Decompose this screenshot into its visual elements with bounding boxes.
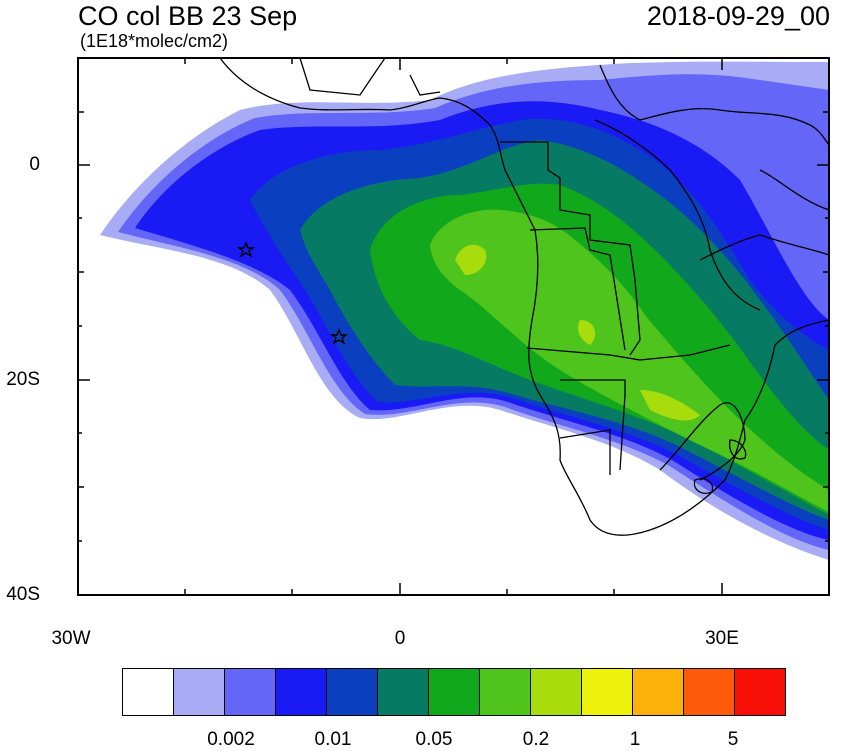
colorbar-label-1: 1 — [629, 729, 641, 750]
lat-label-0: 0 — [29, 154, 40, 175]
colorbar-box-3 — [276, 669, 327, 715]
lon-label-30e: 30E — [705, 628, 739, 649]
colorbar-label-0002: 0.002 — [207, 729, 255, 750]
datetime-label: 2018-09-29_00 — [646, 1, 830, 31]
colorbar-box-1 — [174, 669, 225, 715]
colorbar-box-12 — [735, 669, 785, 715]
plume-level-7 — [430, 209, 829, 512]
colorbar-box-10 — [633, 669, 684, 715]
coastlines — [219, 58, 829, 536]
lon-label-30w: 30W — [51, 628, 91, 649]
lon-label-0: 0 — [394, 628, 406, 649]
colorbar-box-5 — [378, 669, 429, 715]
title: CO col BB 23 Sep — [78, 1, 298, 31]
lat-label-20s: 20S — [6, 369, 40, 390]
colorbar-box-11 — [684, 669, 735, 715]
star-marker-1 — [236, 241, 256, 258]
colorbar-box-9 — [582, 669, 633, 715]
units-label: (1E18*molec/cm2) — [80, 31, 229, 51]
colorbar-box-6 — [429, 669, 480, 715]
plume-level-8 — [455, 244, 700, 421]
star-marker-2 — [329, 328, 349, 345]
colorbar-box-4 — [327, 669, 378, 715]
colorbar-label-5: 5 — [727, 729, 739, 750]
colorbar — [122, 668, 786, 716]
colorbar-box-7 — [480, 669, 531, 715]
colorbar-box-0 — [123, 669, 174, 715]
colorbar-label-02: 0.2 — [522, 729, 550, 750]
tick-marks — [78, 58, 829, 595]
colorbar-box-2 — [225, 669, 276, 715]
lat-label-40s: 40S — [6, 584, 40, 605]
colorbar-box-8 — [531, 669, 582, 715]
colorbar-label-001: 0.01 — [314, 729, 352, 750]
colorbar-label-005: 0.05 — [415, 729, 453, 750]
co-concentration-field — [100, 61, 829, 560]
markers — [236, 241, 349, 345]
